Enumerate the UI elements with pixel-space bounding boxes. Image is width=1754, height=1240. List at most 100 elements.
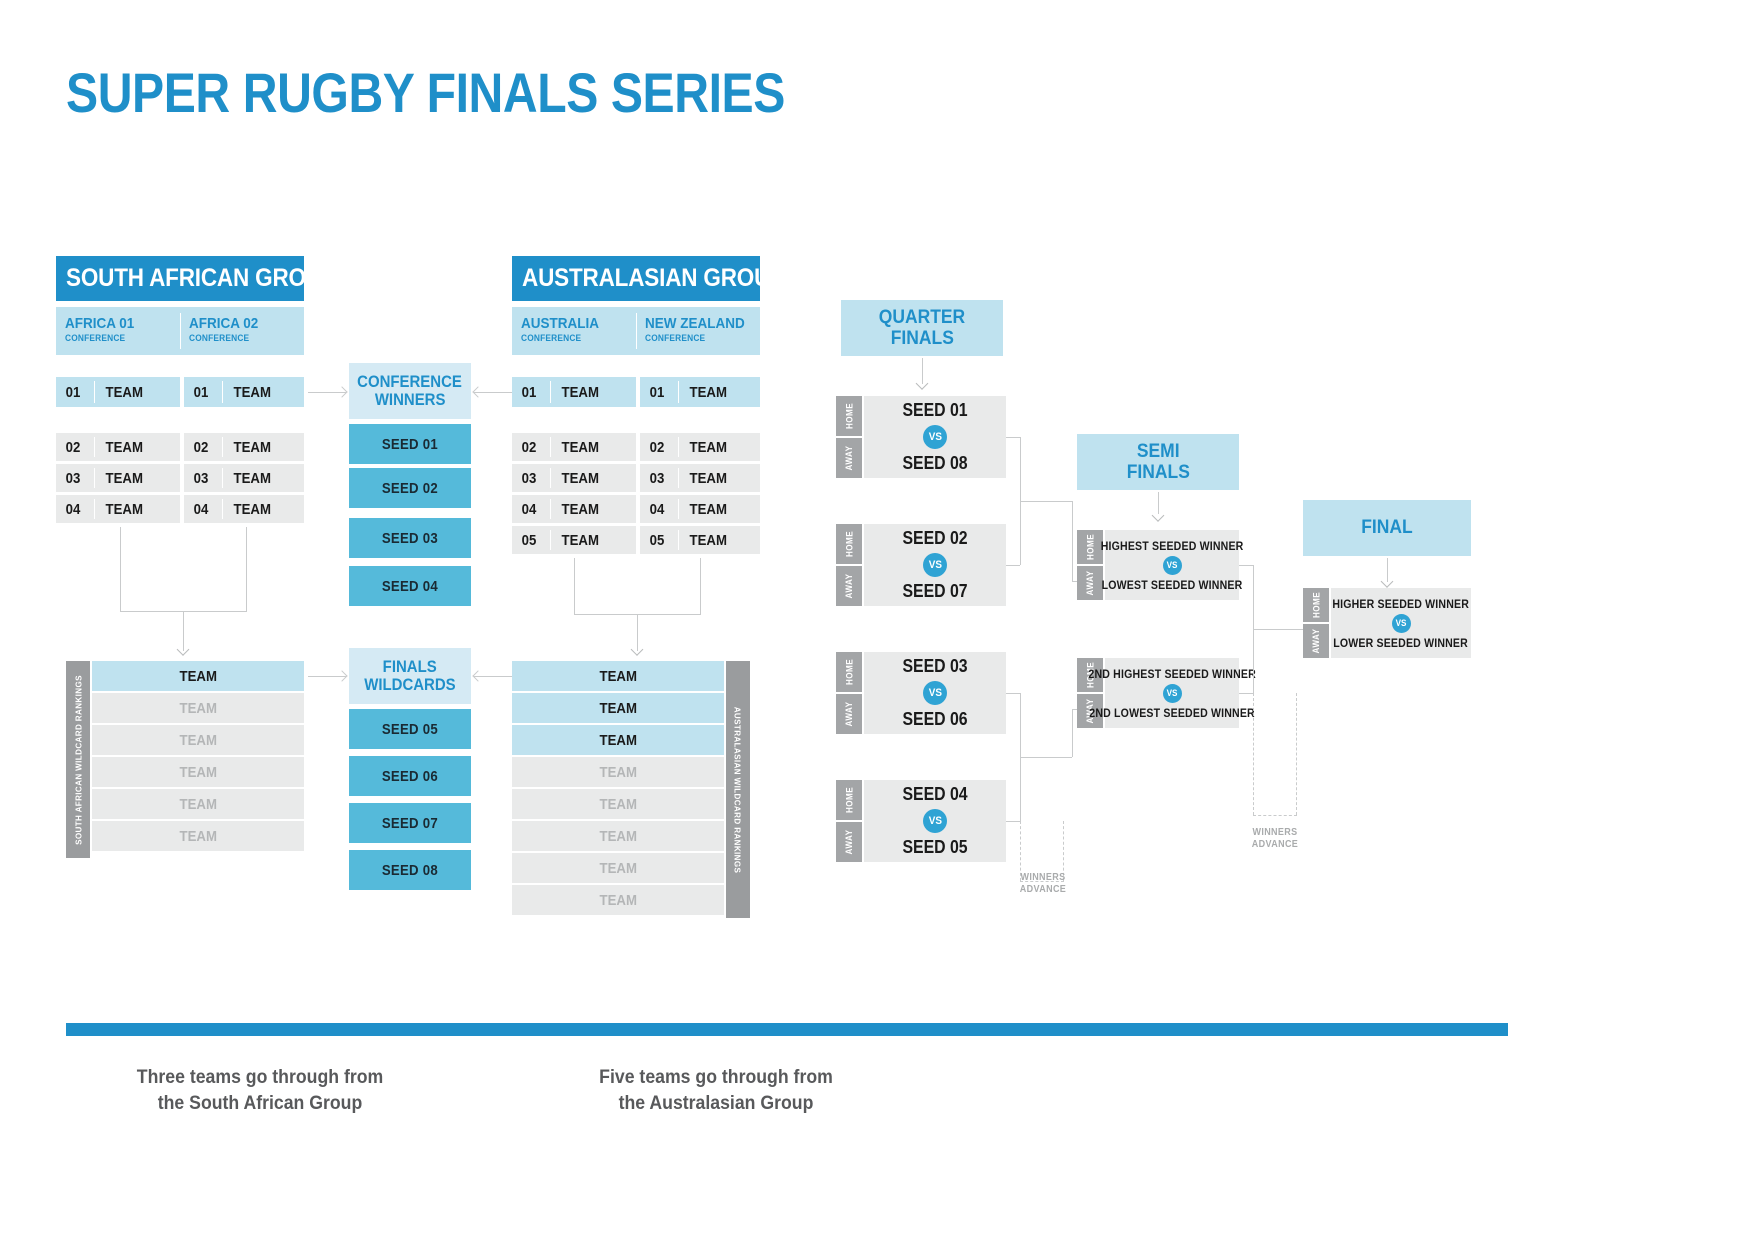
team-name: TEAM xyxy=(689,383,727,401)
team-seed-number: 05 xyxy=(649,531,665,549)
connector-line xyxy=(1006,565,1020,566)
match-quarter-final-2[interactable]: HOME AWAY SEED 02 VS SEED 07 xyxy=(836,524,1006,606)
table-row[interactable]: 01 TEAM xyxy=(640,377,760,407)
list-item[interactable]: TEAM xyxy=(512,853,724,883)
seed-box-07[interactable]: SEED 07 xyxy=(349,803,471,843)
table-row[interactable]: 05 TEAM xyxy=(512,526,636,554)
group-header-label: SOUTH AFRICAN GROUP xyxy=(66,264,337,292)
away-tab: AWAY xyxy=(836,822,862,862)
connector-line xyxy=(1387,558,1388,582)
conference-sub: CONFERENCE xyxy=(65,333,126,344)
list-item[interactable]: TEAM xyxy=(92,693,304,723)
match-semi-final-2[interactable]: HOME AWAY 2ND HIGHEST SEEDED WINNER VS 2… xyxy=(1077,658,1256,728)
home-away-tabs: HOME AWAY xyxy=(836,524,862,606)
table-row[interactable]: 03 TEAM xyxy=(512,464,636,492)
away-seed: SEED 05 xyxy=(902,837,968,857)
table-row[interactable]: 03 TEAM xyxy=(56,464,180,492)
away-tab: AWAY xyxy=(836,438,862,478)
list-item[interactable]: TEAM xyxy=(512,693,724,723)
table-row[interactable]: 05 TEAM xyxy=(640,526,760,554)
table-row[interactable]: 02 TEAM xyxy=(640,433,760,461)
arrow-left-icon xyxy=(474,669,490,683)
seed-box-01[interactable]: SEED 01 xyxy=(349,424,471,464)
seed-box-08[interactable]: SEED 08 xyxy=(349,850,471,890)
list-item[interactable]: TEAM xyxy=(512,757,724,787)
team-name: TEAM xyxy=(561,500,599,518)
list-item[interactable]: TEAM xyxy=(92,661,304,691)
finals-wildcards-line2: WILDCARDS xyxy=(364,675,456,694)
list-item[interactable]: TEAM xyxy=(92,789,304,819)
wildcard-team-name: TEAM xyxy=(599,795,637,813)
connector-line xyxy=(1006,437,1020,438)
seed-box-05[interactable]: SEED 05 xyxy=(349,709,471,749)
caption-line2: the South African Group xyxy=(157,1092,363,1114)
team-seed-number: 01 xyxy=(65,383,81,401)
list-item[interactable]: TEAM xyxy=(512,789,724,819)
wildcard-team-name: TEAM xyxy=(179,827,217,845)
vs-badge: VS xyxy=(923,809,947,833)
home-slot: HIGHEST SEEDED WINNER xyxy=(1100,538,1244,553)
cell-divider xyxy=(550,437,551,457)
table-row[interactable]: 04 TEAM xyxy=(512,495,636,523)
table-row[interactable]: 01 TEAM xyxy=(512,377,636,407)
list-item[interactable]: TEAM xyxy=(512,725,724,755)
team-seed-number: 03 xyxy=(65,469,81,487)
list-item[interactable]: TEAM xyxy=(512,661,724,691)
match-quarter-final-4[interactable]: HOME AWAY SEED 04 VS SEED 05 xyxy=(836,780,1006,862)
match-body: HIGHEST SEEDED WINNER VS LOWEST SEEDED W… xyxy=(1101,530,1243,600)
list-item[interactable]: TEAM xyxy=(512,885,724,915)
home-seed: SEED 04 xyxy=(902,784,968,804)
table-row[interactable]: 01 TEAM xyxy=(184,377,304,407)
finals-wildcards-header: FINALS WILDCARDS xyxy=(349,648,471,704)
table-row[interactable]: 02 TEAM xyxy=(512,433,636,461)
list-item[interactable]: TEAM xyxy=(92,821,304,851)
home-tab: HOME xyxy=(836,780,862,820)
winners-advance-label-quarter: WINNERS ADVANCE xyxy=(1000,872,1086,895)
home-seed: SEED 02 xyxy=(902,528,968,548)
semi-finals-line2: FINALS xyxy=(1126,462,1190,483)
wildcard-team-name: TEAM xyxy=(599,827,637,845)
home-away-tabs: HOME AWAY xyxy=(836,780,862,862)
connector-line xyxy=(1072,709,1073,757)
match-semi-final-1[interactable]: HOME AWAY HIGHEST SEEDED WINNER VS LOWES… xyxy=(1077,530,1243,600)
list-item[interactable]: TEAM xyxy=(512,821,724,851)
connector-line xyxy=(1239,693,1253,694)
team-name: TEAM xyxy=(689,438,727,456)
arrow-down-icon xyxy=(629,640,645,654)
away-tab: AWAY xyxy=(836,694,862,734)
table-row[interactable]: 04 TEAM xyxy=(56,495,180,523)
match-body: SEED 02 VS SEED 07 xyxy=(864,524,1006,606)
home-label: HOME xyxy=(844,402,854,430)
team-name: TEAM xyxy=(689,469,727,487)
wildcard-team-name: TEAM xyxy=(599,763,637,781)
table-row[interactable]: 04 TEAM xyxy=(640,495,760,523)
conference-name: AUSTRALIA xyxy=(521,315,600,332)
wildcard-team-name: TEAM xyxy=(599,667,637,685)
table-row[interactable]: 02 TEAM xyxy=(184,433,304,461)
match-quarter-final-1[interactable]: HOME AWAY SEED 01 VS SEED 08 xyxy=(836,396,1006,478)
list-item[interactable]: TEAM xyxy=(92,757,304,787)
wildcard-team-name: TEAM xyxy=(179,763,217,781)
list-item[interactable]: TEAM xyxy=(92,725,304,755)
seed-box-03[interactable]: SEED 03 xyxy=(349,518,471,558)
wildcard-team-name: TEAM xyxy=(179,699,217,717)
seed-box-04[interactable]: SEED 04 xyxy=(349,566,471,606)
team-seed-number: 01 xyxy=(521,383,537,401)
table-row[interactable]: 04 TEAM xyxy=(184,495,304,523)
table-row[interactable]: 01 TEAM xyxy=(56,377,180,407)
connector-line xyxy=(574,558,575,614)
cell-divider xyxy=(678,437,679,457)
table-row[interactable]: 03 TEAM xyxy=(184,464,304,492)
winners-advance-dashed-line xyxy=(1296,693,1297,815)
match-final[interactable]: HOME AWAY HIGHER SEEDED WINNER VS LOWER … xyxy=(1303,588,1471,658)
table-row[interactable]: 03 TEAM xyxy=(640,464,760,492)
seed-box-06[interactable]: SEED 06 xyxy=(349,756,471,796)
team-name: TEAM xyxy=(689,500,727,518)
match-quarter-final-3[interactable]: HOME AWAY SEED 03 VS SEED 06 xyxy=(836,652,1006,734)
home-label: HOME xyxy=(844,786,854,814)
table-row[interactable]: 02 TEAM xyxy=(56,433,180,461)
sidebar-label: SOUTH AFRICAN WILDCARD RANKINGS xyxy=(73,674,83,845)
cell-divider xyxy=(222,381,223,403)
conference-sub: CONFERENCE xyxy=(645,333,706,344)
seed-box-02[interactable]: SEED 02 xyxy=(349,468,471,508)
